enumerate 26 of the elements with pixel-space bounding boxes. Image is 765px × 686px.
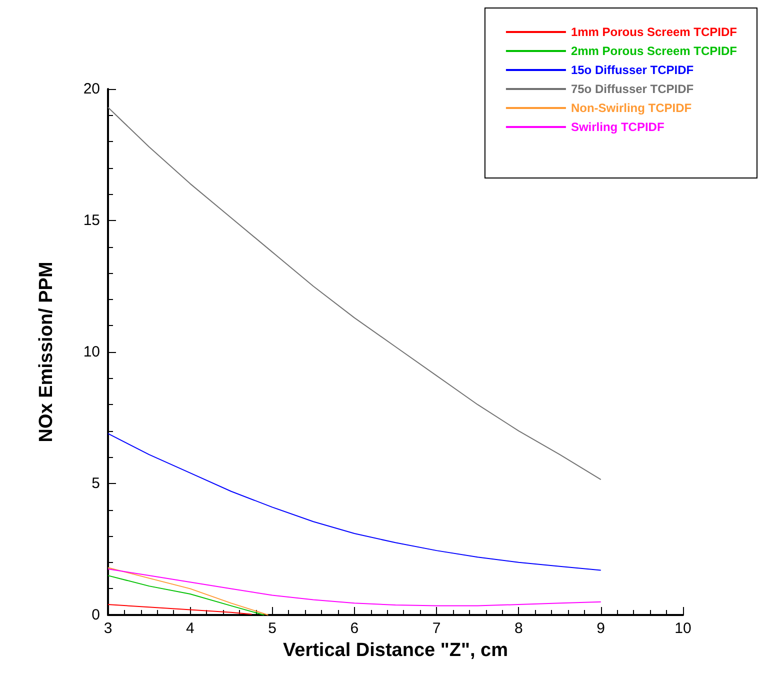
x-tick-label: 6 bbox=[350, 620, 359, 637]
y-tick-label: 15 bbox=[83, 212, 100, 229]
x-tick-label: 4 bbox=[186, 620, 194, 637]
x-tick-label: 3 bbox=[104, 620, 112, 637]
y-axis-title: NOx Emission/ PPM bbox=[36, 262, 57, 442]
text: 75o Diffusser TCPIDF bbox=[570, 82, 694, 96]
x-tick-label: 5 bbox=[268, 620, 276, 637]
y-tick-label: 20 bbox=[83, 80, 100, 98]
text: Non-Swirling TCPIDF bbox=[570, 101, 692, 115]
x-tick-label: 10 bbox=[674, 620, 692, 637]
text: 15o Diffusser TCPIDF bbox=[570, 63, 694, 77]
x-tick-label: 9 bbox=[596, 620, 606, 637]
line-series bbox=[108, 567, 269, 616]
x-axis-title: Vertical Distance "Z", cm bbox=[282, 640, 508, 661]
line-series bbox=[108, 568, 602, 606]
text: 2mm Porous Screem TCPIDF bbox=[570, 44, 738, 58]
y-tick-label: 5 bbox=[92, 475, 100, 492]
line-series bbox=[108, 575, 265, 616]
text: 1mm Porous Screem TCPIDF bbox=[570, 25, 738, 39]
x-tick-label: 7 bbox=[432, 620, 441, 637]
x-tick-label: 8 bbox=[514, 620, 523, 637]
y-tick-label: 10 bbox=[83, 344, 100, 360]
line-series bbox=[108, 604, 252, 615]
line-series bbox=[108, 433, 602, 571]
y-tick-label: 0 bbox=[92, 606, 100, 624]
text: Swirling TCPIDF bbox=[570, 120, 664, 134]
